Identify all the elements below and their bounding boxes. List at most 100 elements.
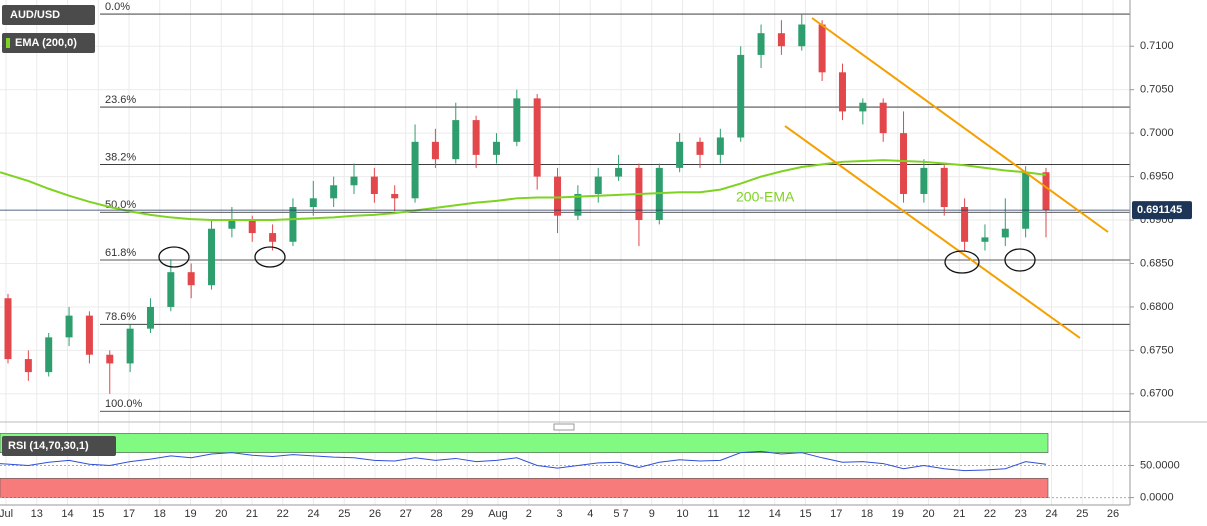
y-tick-label: 0.6850: [1140, 257, 1174, 269]
candle-body: [431, 141, 439, 160]
x-tick-label: 18: [154, 508, 166, 520]
candle-body: [146, 306, 154, 329]
candle-body: [676, 141, 684, 168]
x-tick-label: 12: [738, 508, 750, 520]
highlight-ellipse: [158, 246, 190, 268]
candle-body: [594, 176, 602, 194]
candle-body: [716, 137, 724, 155]
highlight-ellipse: [1004, 248, 1036, 272]
legend-box[interactable]: [2, 33, 95, 53]
x-tick-label: 26: [369, 508, 381, 520]
candle-body: [859, 102, 867, 112]
x-tick-label: 10: [676, 508, 688, 520]
candle-body: [45, 337, 53, 373]
candle-body: [65, 315, 73, 338]
x-tick-label: 21: [953, 508, 965, 520]
fib-label: 100.0%: [105, 398, 143, 410]
highlight-ellipse: [944, 250, 980, 274]
candle-body: [167, 272, 175, 307]
fib-label: 61.8%: [105, 247, 136, 259]
candle-body: [248, 220, 256, 234]
legend-ema: EMA (200,0): [15, 37, 77, 49]
fib-label: 78.6%: [105, 311, 136, 323]
y-tick-label: 0.7000: [1140, 127, 1174, 139]
x-tick-label: 20: [922, 508, 934, 520]
x-tick-label: Aug: [488, 508, 508, 520]
candle-body: [900, 133, 908, 194]
candle-body: [554, 176, 562, 216]
x-tick-label: 14: [769, 508, 781, 520]
candle-body: [940, 167, 948, 208]
x-tick-label: 28: [430, 508, 442, 520]
candle-body: [838, 72, 846, 112]
candle-body: [777, 33, 785, 47]
x-tick-label: 22: [277, 508, 289, 520]
candle-body: [24, 359, 32, 373]
x-tick-label: 29: [461, 508, 473, 520]
candle-body: [574, 193, 582, 216]
x-tick-label: 23: [1015, 508, 1027, 520]
x-tick-label: 27: [400, 508, 412, 520]
x-tick-label: 22: [984, 508, 996, 520]
x-tick-label: 15: [799, 508, 811, 520]
candle-body: [330, 185, 338, 199]
candle-body: [208, 228, 216, 286]
candle-body: [187, 272, 195, 286]
x-tick-label: 17: [830, 508, 842, 520]
candle-body: [818, 24, 826, 73]
candle-body: [289, 207, 297, 242]
y-tick-label: 0.6800: [1140, 301, 1174, 313]
highlight-ellipse: [254, 246, 286, 268]
x-tick-label: 14: [61, 508, 73, 520]
x-tick-label: 2: [526, 508, 532, 520]
x-tick-label: 26: [1107, 508, 1119, 520]
x-tick-label: 3: [556, 508, 562, 520]
x-tick-label: 9: [649, 508, 655, 520]
candle-body: [452, 120, 460, 160]
y-tick-label: 0.6950: [1140, 170, 1174, 182]
candle-body: [370, 176, 378, 194]
x-tick-label: 4: [587, 508, 593, 520]
candle-body: [391, 193, 399, 199]
candle-body: [1042, 172, 1050, 211]
x-tick-label: 11: [708, 508, 719, 520]
candle-body: [879, 102, 887, 134]
candle-body: [472, 120, 480, 155]
candle-body: [513, 98, 521, 142]
candle-body: [350, 176, 358, 186]
y-tick-label: 0.6750: [1140, 344, 1174, 356]
legend-swatch: [6, 38, 10, 48]
candle-body: [798, 24, 806, 47]
candle-body: [106, 354, 114, 364]
candle-body: [411, 141, 419, 199]
candle-body: [981, 237, 989, 242]
candle-body: [126, 328, 134, 364]
rsi-tick-label: 0.0000: [1140, 491, 1174, 503]
rsi-band: [0, 478, 1049, 498]
ema-annotation: 200-EMA: [736, 189, 795, 205]
candle-body: [696, 141, 704, 155]
x-tick-label: 25: [338, 508, 350, 520]
x-tick-label: 18: [861, 508, 873, 520]
rsi-tick-label: 50.0000: [1140, 459, 1180, 471]
fib-label: 23.6%: [105, 94, 136, 106]
x-tick-label: 20: [215, 508, 227, 520]
price-panel: 0.0%23.6%38.2%50.0%61.8%78.6%100.0%200-E…: [0, 1, 1130, 412]
candle-body: [533, 98, 541, 177]
last-price-tag: [1132, 201, 1192, 220]
x-tick-label: 24: [1045, 508, 1057, 520]
candle-body: [737, 54, 745, 138]
fib-label: 0.0%: [105, 1, 130, 13]
candle-body: [309, 198, 317, 208]
fib-label: 38.2%: [105, 151, 136, 163]
legend-symbol: AUD/USD: [10, 9, 60, 21]
resize-handle[interactable]: [553, 423, 575, 431]
candle-body: [961, 207, 969, 242]
legend-box[interactable]: [2, 436, 116, 456]
x-tick-label: 15: [92, 508, 104, 520]
legend-box[interactable]: [2, 5, 95, 25]
rsi-title: RSI (14,70,30,1): [8, 440, 89, 452]
candle-body: [757, 33, 765, 55]
x-tick-label: 21: [246, 508, 258, 520]
candle-body: [492, 141, 500, 155]
